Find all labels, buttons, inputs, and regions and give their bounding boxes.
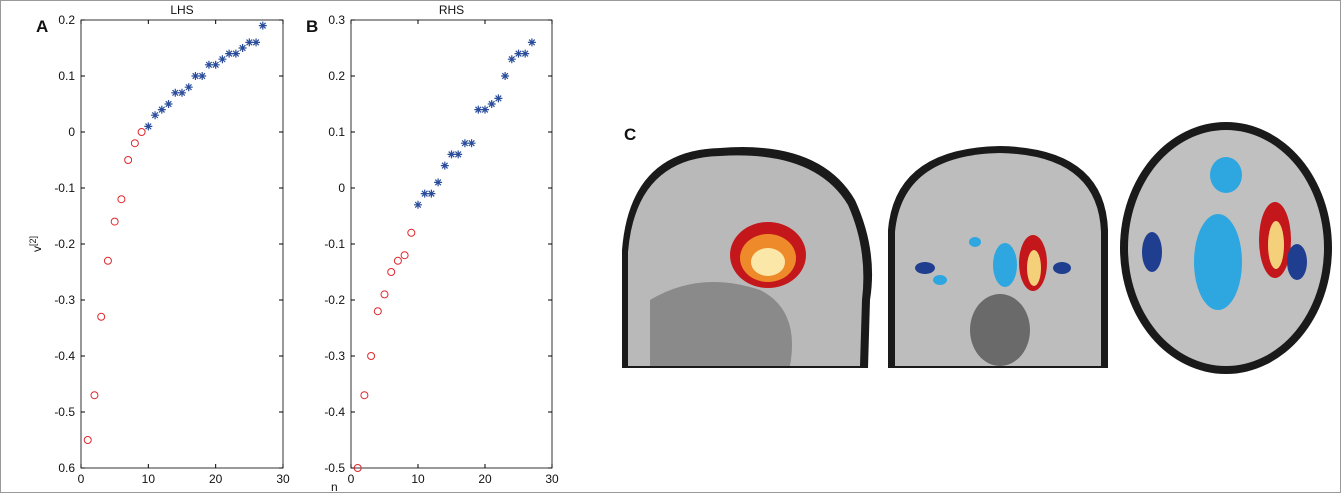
data-point (508, 55, 516, 63)
x-tick-label: 20 (209, 472, 223, 486)
y-tick-label: -0.3 (54, 293, 75, 307)
y-tick-label: -0.3 (324, 349, 345, 363)
y-tick-label: 0.6 (58, 461, 75, 475)
data-point (414, 201, 422, 209)
y-tick-label: -0.5 (54, 405, 75, 419)
y-tick-label: -0.5 (324, 461, 345, 475)
x-tick-label: 30 (545, 472, 559, 486)
brain-axial (1120, 122, 1332, 374)
chart-title: RHS (439, 3, 464, 17)
data-point (252, 38, 260, 46)
brain-coronal (888, 146, 1108, 368)
data-point (521, 50, 529, 58)
y-tick-label: 0.3 (328, 13, 345, 27)
data-point (468, 139, 476, 147)
y-tick-label: 0.2 (328, 69, 345, 83)
y-axis-label-sup: [2] (28, 236, 38, 246)
data-point (501, 72, 509, 80)
y-tick-label: 0 (338, 181, 345, 195)
y-tick-label: -0.4 (54, 349, 75, 363)
x-tick-label: 10 (411, 472, 425, 486)
figure: C ALHS0.20.10-0.1-0.2-0.3-0.4-0.50.60102… (0, 0, 1341, 493)
x-axis-label: n (331, 480, 338, 493)
data-point (232, 50, 240, 58)
y-tick-label: -0.1 (324, 237, 345, 251)
y-tick-label: -0.2 (54, 237, 75, 251)
y-tick-label: -0.2 (324, 293, 345, 307)
x-tick-label: 0 (78, 472, 85, 486)
data-point (528, 38, 536, 46)
brain-sagittal (622, 147, 872, 368)
data-point (198, 72, 206, 80)
panel-label: A (36, 17, 48, 36)
panel-label: C (624, 125, 636, 144)
x-tick-label: 10 (142, 472, 156, 486)
y-tick-label: 0.2 (58, 13, 75, 27)
data-point (488, 100, 496, 108)
panel-label: B (306, 17, 318, 36)
x-tick-label: 30 (276, 472, 290, 486)
y-tick-label: 0.1 (328, 125, 345, 139)
y-tick-label: -0.1 (54, 181, 75, 195)
data-point (259, 22, 267, 30)
y-tick-label: -0.4 (324, 405, 345, 419)
chart-title: LHS (170, 3, 193, 17)
x-tick-label: 0 (348, 472, 355, 486)
x-tick-label: 20 (478, 472, 492, 486)
y-tick-label: 0.1 (58, 69, 75, 83)
y-tick-label: 0 (68, 125, 75, 139)
